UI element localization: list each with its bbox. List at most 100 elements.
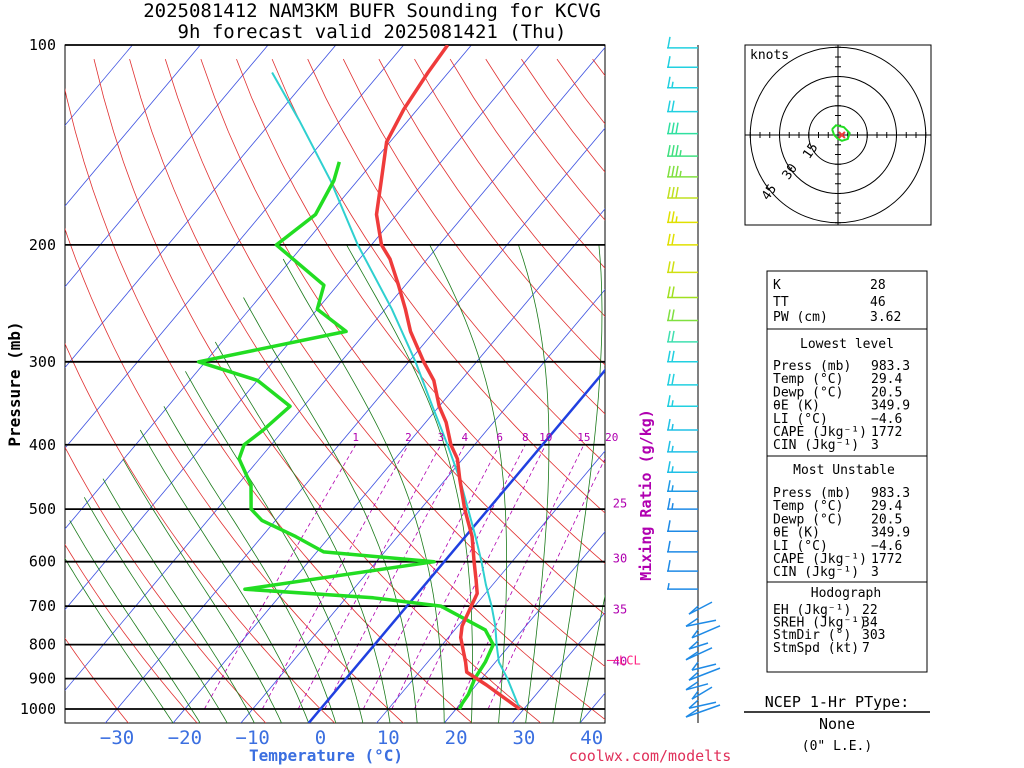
- pressure-tick-label: 900: [29, 670, 56, 688]
- wind-barb: [685, 647, 713, 661]
- wind-barb-full: [675, 186, 679, 199]
- isotherm-line: [240, 288, 605, 723]
- temperature-tick-labels: −30 −20 −10 0 10 20 30 40: [100, 727, 603, 749]
- profiles: [196, 45, 605, 723]
- wind-barb: [685, 681, 709, 691]
- wind-barb: [667, 261, 698, 274]
- index-row-value: 3: [871, 438, 879, 453]
- wind-barb: [667, 330, 698, 343]
- wind-barb: [667, 211, 698, 224]
- wind-barbs: [667, 36, 721, 723]
- wind-barb-full: [671, 122, 675, 134]
- skew-t-plot: 1 2 3 4 6 8 10 15 20 25 30 35 40: [64, 44, 627, 724]
- moist-adiabat-line: [282, 258, 445, 723]
- mixing-ratio-axis-label: Mixing Ratio (g/kg): [637, 409, 655, 581]
- pressure-tick-label: 300: [29, 353, 56, 371]
- index-row-value: 303: [862, 628, 885, 643]
- wind-barb-full: [667, 480, 671, 492]
- k-index-value: 28: [870, 278, 886, 293]
- mixing-ratio-top-label: 15: [577, 431, 590, 444]
- wind-barb-full: [671, 165, 675, 178]
- ptype-title: NCEP 1-Hr PType:: [765, 693, 910, 711]
- wind-barb: [688, 667, 721, 681]
- plot-frame: [64, 44, 606, 724]
- wind-barb-staff: [691, 661, 699, 671]
- indices-frame: [766, 270, 928, 673]
- wind-barb-full: [671, 261, 675, 273]
- dry-adiabat-line: [129, 58, 605, 720]
- wind-barb: [667, 461, 698, 474]
- index-row-label: θE (K): [773, 526, 820, 541]
- wind-barb-full: [667, 144, 671, 157]
- index-row-label: Temp (°C): [773, 499, 843, 514]
- wind-barb-staff: [685, 681, 699, 691]
- hodograph-units-label: knots: [750, 48, 789, 63]
- wind-barb-full: [671, 233, 675, 246]
- wind-barb-flag: [685, 619, 717, 627]
- wind-barb: [667, 480, 698, 493]
- wind-barb: [667, 418, 698, 431]
- wind-barb-full: [667, 461, 671, 473]
- pressure-tick-label: 400: [29, 436, 56, 454]
- pressure-tick-label: 700: [29, 597, 56, 615]
- index-row-value: 1772: [871, 425, 902, 440]
- wind-barb-flag: [685, 683, 709, 691]
- wind-barb-half: [671, 445, 674, 453]
- index-row-label: SREH (Jkg⁻¹): [773, 616, 867, 631]
- wind-barb-staff: [688, 640, 699, 650]
- wind-barb-flag: [685, 647, 713, 661]
- mixing-ratio-top-label: 20: [605, 431, 618, 444]
- hodograph-trace: [831, 124, 851, 142]
- wind-barb-full: [667, 350, 671, 362]
- wind-barb-flag: [691, 686, 713, 700]
- index-row-label: CIN (Jkg⁻¹): [773, 565, 859, 580]
- moist-adiabat-line: [518, 244, 550, 723]
- index-row-label: StmDir (°): [773, 628, 851, 643]
- lowest-level-rows: Press (mb) 983.3 Temp (°C) 29.4 Dewp (°C) 20.…: [773, 359, 910, 453]
- dry-adiabat-line: [65, 637, 129, 723]
- tt-index-label: TT: [773, 295, 789, 310]
- mixing-ratio-top-label: 1: [352, 431, 359, 444]
- wind-barb-full: [675, 122, 679, 134]
- index-row-label: LI (°C): [773, 412, 828, 427]
- index-row-label: Dewp (°C): [773, 385, 843, 400]
- theta-e-label: 25: [613, 496, 627, 510]
- dewpoint-trace: [196, 161, 495, 710]
- title-line-2: 9h forecast valid 2025081421 (Thu): [178, 21, 567, 43]
- wind-barb: [667, 286, 698, 299]
- dry-adiabat-line: [65, 342, 335, 723]
- wind-barb: [685, 617, 717, 627]
- wind-barb-full: [667, 286, 671, 298]
- lcl-marker: LCL: [607, 653, 641, 667]
- wind-barb: [667, 233, 698, 246]
- wind-barb: [691, 661, 717, 671]
- dry-adiabat-line: [93, 59, 542, 723]
- index-row-label: CIN (Jkg⁻¹): [773, 438, 859, 453]
- wind-barb-full: [667, 309, 671, 321]
- wind-barb-half: [671, 423, 674, 431]
- wind-barb-full: [671, 286, 675, 298]
- index-row-value: 29.4: [871, 372, 902, 387]
- ptype-amount: (0" L.E.): [802, 739, 872, 754]
- lowest-level-title: Lowest level: [800, 337, 894, 352]
- isotherm-line: [443, 531, 605, 723]
- x-axis-label: Temperature (°C): [249, 746, 403, 765]
- dry-adiabat-line: [342, 58, 605, 415]
- moist-adiabat-line: [243, 297, 418, 723]
- k-index-label: K: [773, 278, 781, 293]
- wind-barb-full: [667, 165, 671, 178]
- mixing-ratio-top-label: 4: [462, 431, 469, 444]
- pressure-tick-label: 200: [29, 236, 56, 254]
- wind-barb-half: [671, 485, 674, 492]
- wind-barb: [667, 76, 698, 89]
- theta-e-label: 40: [613, 654, 627, 668]
- wind-barb-staff: [685, 617, 699, 627]
- index-row-value: 3: [871, 565, 879, 580]
- dry-adiabat-line: [378, 58, 605, 366]
- isotherm-line: [65, 45, 540, 611]
- wind-barb: [667, 560, 698, 572]
- temperature-tick-label: −10: [236, 727, 270, 749]
- wind-barb-full: [671, 309, 675, 321]
